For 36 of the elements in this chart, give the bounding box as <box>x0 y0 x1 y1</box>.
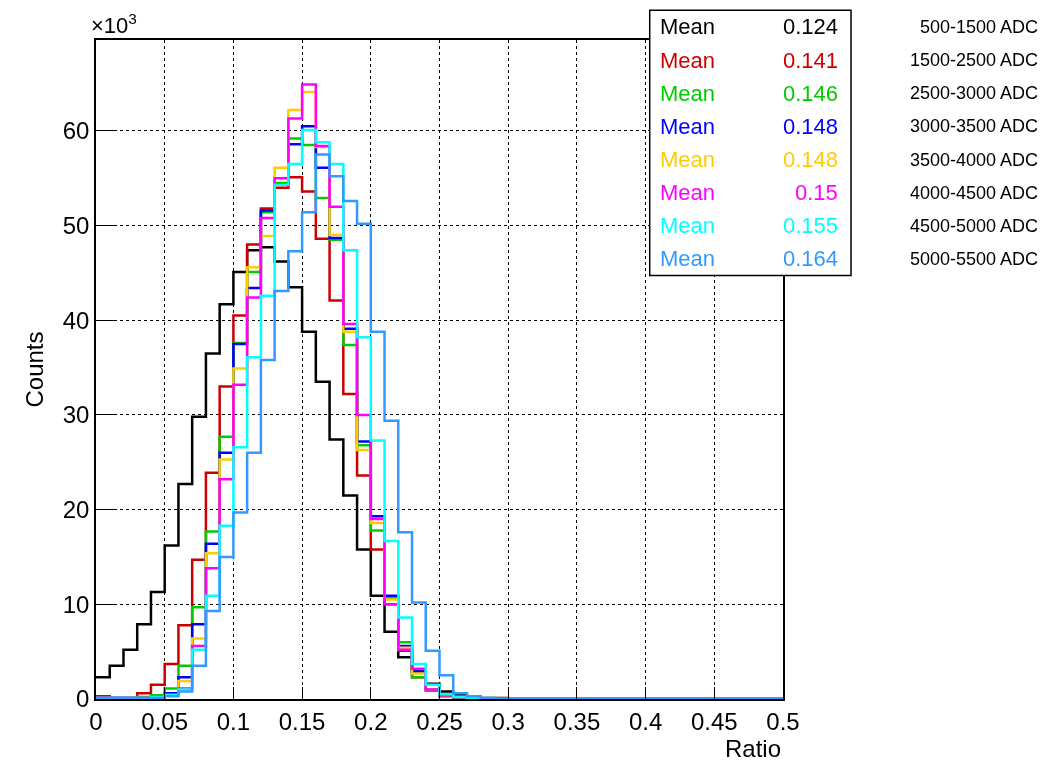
y-tick-label: 20 <box>62 496 90 524</box>
y-tick-label: 0 <box>76 685 90 713</box>
text: Mean 0.164 <box>660 246 839 271</box>
x-axis-title: Ratio <box>725 735 782 762</box>
y-tick-label: 60 <box>62 117 90 145</box>
y-tick-label: 30 <box>62 401 90 429</box>
text: Mean 0.155 <box>660 213 839 238</box>
text: 4000-4500 ADC <box>910 183 1039 203</box>
x-tick-label: 0.45 <box>690 707 738 735</box>
text: Mean 0.15 <box>660 180 838 205</box>
text: Mean 0.146 <box>660 81 839 106</box>
text: 1500-2500 ADC <box>910 50 1039 70</box>
y-tick-label: 50 <box>62 211 90 239</box>
x-tick-label: 0.4 <box>628 707 663 735</box>
text: Mean 0.124 <box>660 14 839 39</box>
text: 500-1500 ADC <box>920 17 1039 37</box>
x-tick-label: 0.25 <box>416 707 463 735</box>
text: 5000-5500 ADC <box>910 249 1039 269</box>
text: Mean 0.148 <box>660 147 839 172</box>
x-tick-label: 0.2 <box>354 707 388 735</box>
x-tick-label: 0.5 <box>766 707 800 735</box>
y-axis-title: Counts <box>21 331 49 408</box>
text: 3500-4000 ADC <box>910 150 1039 170</box>
text: 4500-5000 ADC <box>910 216 1039 236</box>
x-tick-label: 0.3 <box>491 707 525 735</box>
text: Mean 0.141 <box>660 48 839 73</box>
x-tick-label: 0.1 <box>216 707 251 735</box>
text: ×10$^{3}$ <box>91 10 137 39</box>
text: Mean 0.148 <box>660 114 839 139</box>
x-tick-label: 0.35 <box>553 707 601 735</box>
y-tick-label: 10 <box>62 590 90 618</box>
text: 2500-3000 ADC <box>910 83 1039 103</box>
x-tick-label: 0.05 <box>141 707 189 735</box>
y-tick-label: 40 <box>62 306 90 334</box>
text: 3000-3500 ADC <box>910 116 1039 136</box>
x-tick-label: 0.15 <box>278 707 326 735</box>
